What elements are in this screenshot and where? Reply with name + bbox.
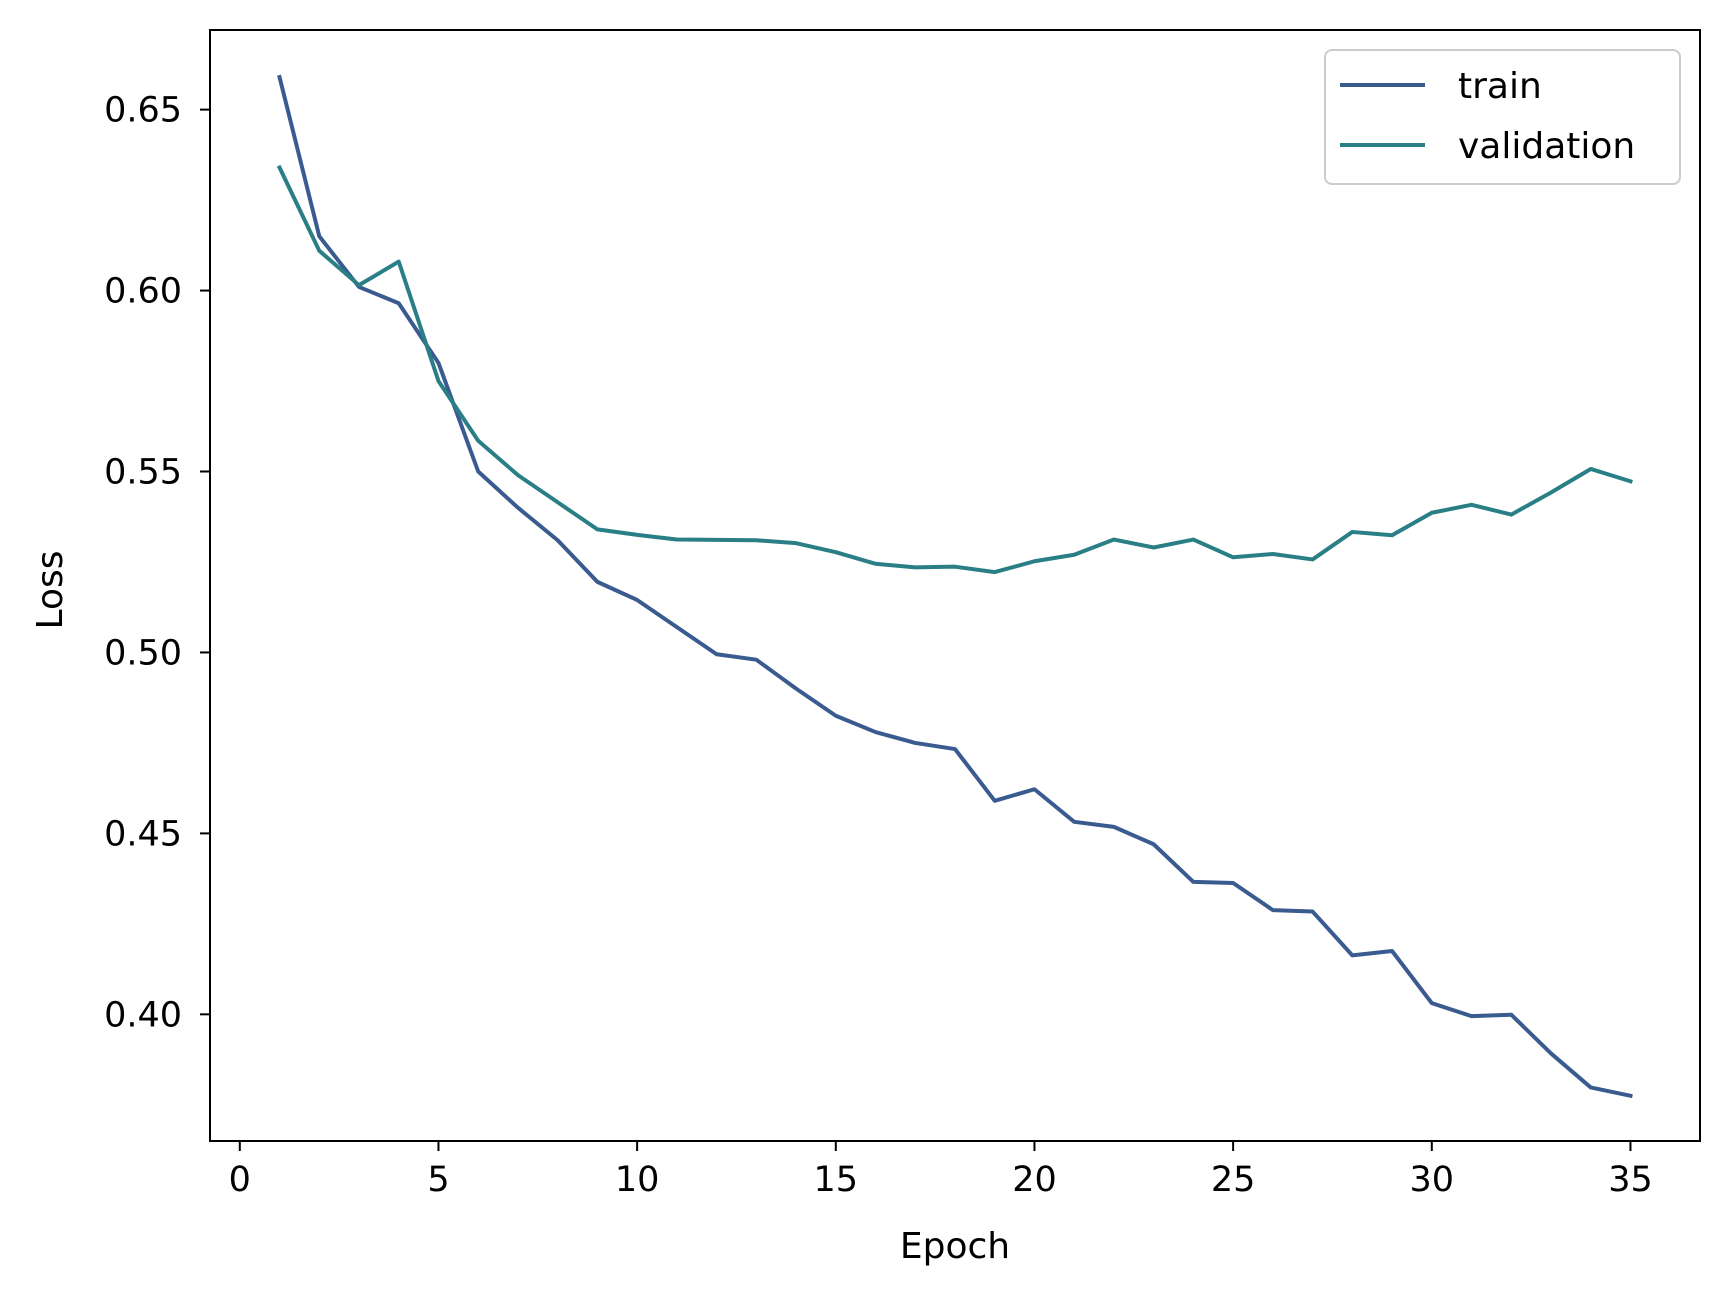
plot-frame	[209, 29, 1701, 1142]
x-tick-label: 0	[229, 1160, 251, 1200]
series-line-validation	[276, 164, 1633, 575]
x-axis-ticks: 0 5 10 15 20 25 30 35	[229, 1141, 1653, 1200]
x-tick-label: 30	[1410, 1160, 1455, 1200]
x-axis-label: Epoch	[900, 1226, 1010, 1267]
x-tick-label: 15	[814, 1160, 859, 1200]
y-tick-label: 0.45	[104, 814, 182, 854]
legend: train validation	[1324, 49, 1681, 185]
y-tick-label: 0.50	[104, 633, 182, 673]
x-tick-label: 10	[615, 1160, 660, 1200]
legend-label-validation: validation	[1458, 126, 1635, 167]
x-tick-label: 25	[1211, 1160, 1256, 1200]
x-tick-label: 5	[427, 1160, 449, 1200]
y-axis-ticks: 0.40 0.45 0.50 0.55 0.60 0.65	[104, 91, 210, 1035]
y-axis-label: Loss	[30, 551, 71, 630]
legend-label-train: train	[1458, 66, 1542, 107]
y-tick-label: 0.40	[104, 995, 182, 1035]
y-tick-label: 0.65	[104, 91, 182, 131]
y-tick-label: 0.60	[104, 272, 182, 312]
y-tick-label: 0.55	[104, 453, 182, 493]
x-tick-label: 20	[1012, 1160, 1057, 1200]
series-layer	[276, 74, 1633, 1099]
x-tick-label: 35	[1608, 1160, 1653, 1200]
series-line-train	[277, 74, 1633, 1099]
